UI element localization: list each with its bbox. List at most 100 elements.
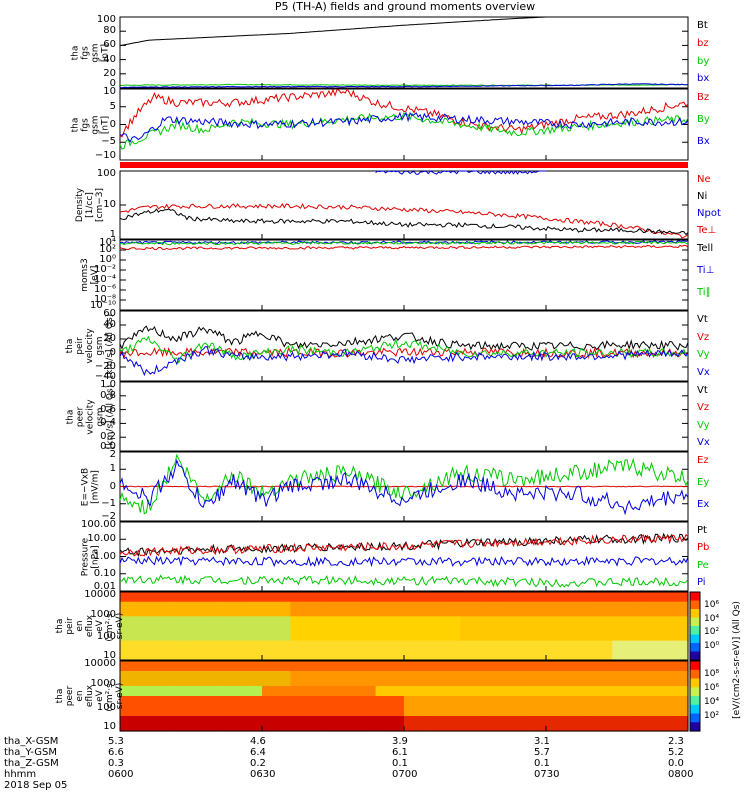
spectrogram-cell [404,661,415,667]
spectrogram-cell [441,676,452,682]
spectrogram-cell [498,661,509,667]
spectrogram-cell [299,601,310,608]
spectrogram-cell [347,721,358,727]
spectrogram-cell [498,706,509,712]
spectrogram-cell [318,716,329,722]
spectrogram-cell [337,606,348,613]
spectrogram-cell [602,721,613,727]
spectrogram-cell [669,601,680,608]
spectrogram-cell [385,606,396,613]
spectrogram-cell [243,611,254,617]
spectrogram-cell [157,686,168,692]
spectrogram-cell [508,621,519,627]
spectrogram-cell [186,596,197,603]
spectrogram-cell [574,681,585,687]
spectrogram-cell [422,716,433,722]
spectrogram-cell [650,621,661,627]
spectrogram-cell [375,640,386,647]
colorbar-segment [690,722,700,732]
spectrogram-cell [366,711,377,717]
spectrogram-cell [612,711,623,717]
spectrogram-cell [120,676,131,682]
spectrogram-cell [328,686,339,692]
spectrogram-cell [583,596,594,603]
spectrogram-cell [280,676,291,682]
spectrogram-cell [138,606,149,613]
series-line-Pe [119,555,689,568]
spectrogram-cell [394,635,405,642]
spectrogram-cell [536,696,547,702]
spectrogram-cell [347,621,358,627]
spectrogram-cell [460,696,471,702]
colorbar-segment [690,643,700,652]
spectrogram-cell [290,701,301,707]
spectrogram-cell [546,635,557,642]
ytick-label: 10 [103,650,116,661]
spectrogram-cell [243,711,254,717]
spectrogram-cell [669,681,680,687]
spectrogram-cell [214,716,225,722]
spectrogram-cell [176,661,187,667]
spectrogram-cell [678,650,689,656]
series-line-Bx [119,111,689,143]
ylabel-moms_temp: moms3 [eV] [80,258,100,292]
spectrogram-cell [659,635,670,642]
spectrogram-cell [271,676,282,682]
spectrogram-cell [252,645,263,651]
panel-frame-moms_temp [119,239,689,311]
spectrogram-cell [224,681,235,687]
spectrogram-cell [422,606,433,613]
spectrogram-cell [422,691,433,697]
ytick-label: 100 [96,168,116,179]
spectrogram-cell [290,726,301,732]
spectrogram-cell [555,650,566,656]
spectrogram-cell [224,616,235,622]
spectrogram-cell [631,706,642,712]
spectrogram-cell [650,606,661,613]
spectrogram-cell [138,661,149,667]
spectrogram-cell [602,696,613,702]
spectrogram-cell [318,630,329,637]
spectrogram-cell [527,671,538,677]
spectrogram-cell [678,655,689,661]
ytick-label: 1 [109,463,116,475]
spectrogram-cell [555,666,566,672]
spectrogram-cell [385,596,396,603]
legend-Vy: Vy [697,349,710,360]
spectrogram-cell [564,716,575,722]
spectrogram-cell [640,696,651,702]
spectrogram-cell [498,596,509,603]
spectrogram-cell [498,666,509,672]
spectrogram-cell [602,640,613,647]
spectrogram-cell [309,596,320,603]
spectrogram-cell [583,726,594,732]
spectrogram-cell [356,721,367,727]
spectrogram-cell [432,666,443,672]
spectrogram-cell [262,691,273,697]
spectrogram-cell [517,611,528,617]
spectrogram-cell [299,630,310,637]
spectrogram-cell [252,686,263,692]
spectrogram-cell [460,640,471,647]
spectrogram-cell [470,696,481,702]
spectrogram-cell [120,650,131,656]
spectrogram-cell [593,655,604,661]
spectrogram-cell [640,676,651,682]
spectrogram-cell [413,671,424,677]
spectrogram-cell [640,721,651,727]
spectrogram-cell [583,721,594,727]
spectrogram-cell [489,716,500,722]
spectrogram-cell [470,640,481,647]
spectrogram-cell [574,616,585,622]
spectrogram-cell [621,706,632,712]
spectrogram-cell [347,640,358,647]
spectrogram-cell [612,601,623,608]
spectrogram-cell [243,606,254,613]
spectrogram-cell [640,626,651,632]
spectrogram-cell [536,626,547,632]
spectrogram-cell [650,681,661,687]
series-line-Pb [119,533,689,557]
spectrogram-cell [148,716,159,722]
spectrogram-cell [252,696,263,702]
spectrogram-cell [138,655,149,661]
